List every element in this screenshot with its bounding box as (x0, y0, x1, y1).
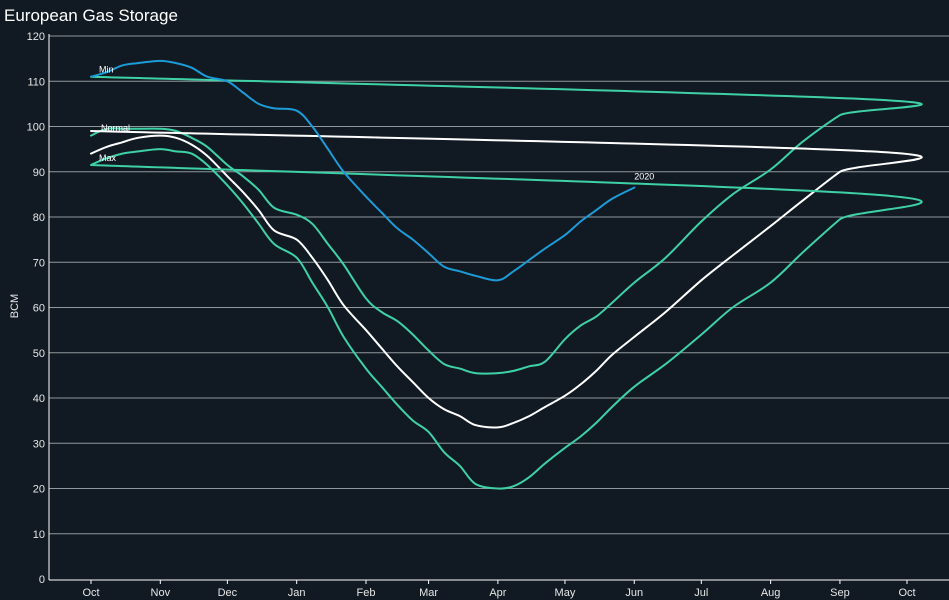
axes (48, 34, 949, 581)
x-tick-label: Jul (694, 587, 708, 599)
y-tick-label: 80 (33, 212, 45, 224)
y-tick-label: 10 (33, 529, 45, 541)
y-tick-label: 110 (27, 76, 45, 88)
y-tick-label: 40 (33, 393, 45, 405)
series-lines (90, 59, 923, 490)
x-tick-label: Jun (625, 587, 643, 599)
y-tick-label: 100 (27, 122, 45, 134)
x-tick-label: Mar (419, 587, 438, 599)
series-line-max (90, 148, 923, 490)
y-tick-labels: 0 10 20 30 40 50 60 70 80 90 100 110 120 (27, 31, 45, 586)
x-tick-label: May (555, 587, 576, 599)
series-line-2020 (90, 59, 636, 282)
y-tick-label: 20 (33, 484, 45, 496)
x-tick-labels: Oct Nov Dec Jan Feb Mar Apr May Jun Jul Aug Sep Oct (82, 580, 916, 599)
y-axis-label: BCM (9, 294, 21, 318)
series-label-min: Min (99, 65, 114, 75)
series-label-2020: 2020 (634, 172, 654, 182)
chart-title: European Gas Storage (4, 6, 178, 25)
series-line-min (90, 75, 923, 375)
x-tick-label: Oct (82, 587, 99, 599)
x-tick-label: Sep (830, 587, 850, 599)
x-tick-label: Feb (356, 587, 375, 599)
series-label-normal: Normal (101, 123, 130, 133)
x-tick-label: Apr (489, 587, 506, 599)
x-tick-label: Dec (218, 587, 238, 599)
y-tick-label: 120 (27, 31, 45, 43)
y-tick-label: 70 (33, 257, 45, 269)
grid-lines (49, 35, 949, 535)
y-tick-label: 60 (33, 303, 45, 315)
x-tick-label: Aug (761, 587, 781, 599)
x-tick-label: Jan (288, 587, 306, 599)
y-tick-label: 50 (33, 348, 45, 360)
x-tick-label: Oct (898, 587, 915, 599)
series-line-normal (90, 130, 923, 429)
y-tick-label: 0 (39, 574, 45, 586)
y-tick-label: 30 (33, 438, 45, 450)
x-tick-label: Nov (151, 587, 171, 599)
series-labels: Min Normal Max 2020 (99, 65, 654, 182)
series-label-max: Max (99, 153, 117, 163)
y-tick-label: 90 (33, 167, 45, 179)
